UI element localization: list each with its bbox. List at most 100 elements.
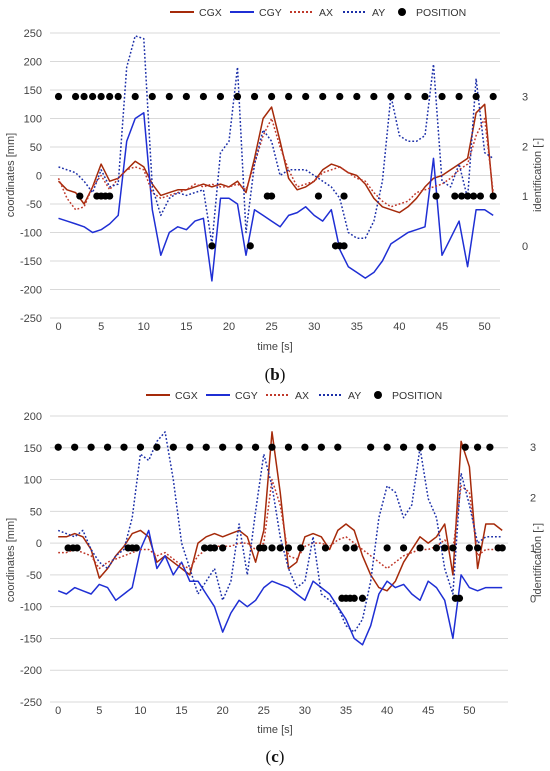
y-tick-label: 0 <box>36 171 42 183</box>
panel-b-gridlines <box>50 32 500 319</box>
panel-c-y2-tick-labels: 0 1 2 3 <box>530 442 536 605</box>
position-point <box>383 443 391 451</box>
position-point <box>233 92 242 101</box>
position-point <box>432 544 441 552</box>
legend-label-ax: AX <box>295 390 309 402</box>
position-point <box>472 92 480 101</box>
position-point <box>267 192 276 200</box>
panel-b-series <box>54 35 497 282</box>
y-tick-label: -150 <box>20 633 42 645</box>
panel-c-y-axis-label: coordinates [mm] <box>5 518 17 602</box>
y2-tick-label: 0 <box>530 593 536 605</box>
position-point <box>260 544 268 552</box>
position-point <box>73 544 81 552</box>
series-position-points <box>54 443 506 602</box>
x-tick-label: 25 <box>265 321 277 333</box>
panel-c-legend: CGX CGY AX AY POSITION <box>146 390 442 402</box>
position-point <box>71 92 80 101</box>
y-tick-label: 200 <box>24 411 42 423</box>
position-point <box>186 443 194 451</box>
x-tick-label: 30 <box>308 321 320 333</box>
y2-tick-label: 2 <box>522 141 528 153</box>
x-tick-label: 35 <box>340 705 352 717</box>
series-cgx-line <box>58 431 503 592</box>
y-tick-label: 50 <box>30 506 42 518</box>
position-point <box>476 192 484 200</box>
position-point <box>340 192 348 200</box>
position-point <box>421 92 429 101</box>
panel-b-x-tick-labels: 0 5 10 15 20 25 30 35 40 45 50 <box>55 321 490 333</box>
y2-tick-label: 3 <box>522 92 528 104</box>
legend-label-ay: AY <box>348 390 361 402</box>
position-point <box>416 443 424 451</box>
y-tick-label: 200 <box>24 57 42 69</box>
position-point <box>97 92 105 101</box>
series-cgy-line <box>57 529 503 646</box>
position-point <box>131 92 139 101</box>
panel-b-y2-tick-labels: 0 1 2 3 <box>522 92 528 253</box>
legend-label-cgx: CGX <box>175 390 198 402</box>
y2-tick-label: 1 <box>522 191 528 203</box>
series-cgy-line <box>58 112 494 282</box>
position-point <box>71 443 79 451</box>
position-point <box>235 443 243 451</box>
position-point <box>449 544 457 552</box>
position-point <box>64 544 72 552</box>
position-point <box>334 443 342 451</box>
position-point <box>321 544 330 552</box>
position-point <box>404 92 412 101</box>
position-point <box>441 544 449 552</box>
legend-label-cgx: CGX <box>199 7 222 19</box>
position-point <box>89 92 97 101</box>
position-point <box>106 92 114 101</box>
y-tick-label: 50 <box>30 142 42 154</box>
position-point <box>350 594 358 602</box>
position-point <box>451 192 459 200</box>
x-tick-label: 5 <box>96 705 102 717</box>
panel-b-legend: CGX CGY AX AY POSITION <box>170 7 466 19</box>
position-point <box>438 92 446 101</box>
x-tick-label: 5 <box>98 321 104 333</box>
position-point <box>200 544 209 552</box>
position-point <box>340 242 348 250</box>
position-point <box>461 443 469 451</box>
position-point <box>358 594 367 602</box>
position-point <box>202 443 210 451</box>
position-point <box>276 544 284 552</box>
y-tick-label: -100 <box>20 602 42 614</box>
legend-label-cgy: CGY <box>259 7 282 19</box>
position-point <box>353 92 361 101</box>
position-point <box>432 192 440 200</box>
position-point <box>399 443 408 451</box>
position-point <box>246 242 254 250</box>
legend-label-ay: AY <box>372 7 385 19</box>
x-tick-label: 20 <box>217 705 229 717</box>
x-tick-label: 15 <box>180 321 192 333</box>
position-point <box>489 192 497 200</box>
position-point <box>399 544 408 552</box>
position-point <box>87 443 95 451</box>
panel-c-x-tick-labels: 0 5 10 15 20 25 30 35 40 45 50 <box>55 705 475 717</box>
y-tick-label: -200 <box>20 285 42 297</box>
legend-label-position: POSITION <box>416 7 466 19</box>
position-point <box>54 443 62 451</box>
x-tick-label: 0 <box>55 321 61 333</box>
x-tick-label: 10 <box>138 321 150 333</box>
panel-c-caption-letter: c <box>271 747 279 766</box>
position-point <box>464 192 472 200</box>
position-point <box>416 544 424 552</box>
position-point <box>285 92 293 101</box>
position-point <box>153 443 161 451</box>
x-tick-label: 20 <box>223 321 235 333</box>
position-point <box>455 92 463 101</box>
position-point <box>208 242 216 250</box>
panel-b-y-axis-label: coordinates [mm] <box>5 133 17 217</box>
legend-swatch-position <box>374 391 382 399</box>
position-point <box>219 544 227 552</box>
y-tick-label: -200 <box>20 665 42 677</box>
panel-b-chart: CGX CGY AX AY POSITION -250-200-150-100-… <box>5 7 544 384</box>
panel-c-x-axis-label: time [s] <box>257 724 292 736</box>
y-tick-label: -250 <box>20 313 42 325</box>
position-point <box>76 192 84 200</box>
series-cgx-line <box>57 103 494 214</box>
